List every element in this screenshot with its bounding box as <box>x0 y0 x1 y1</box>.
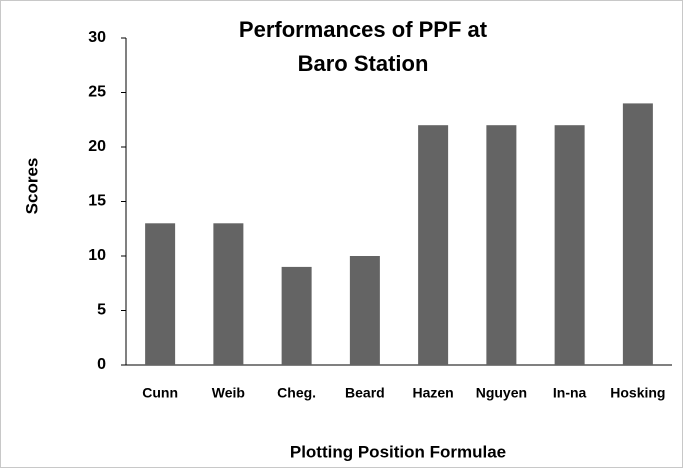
x-tick-label: Hazen <box>413 385 454 401</box>
y-tick-label: 30 <box>88 29 106 46</box>
bar <box>486 125 517 365</box>
x-tick-label: Hosking <box>610 385 665 401</box>
chart-title: Baro Station <box>298 51 429 76</box>
bar <box>145 223 176 365</box>
y-tick-label: 25 <box>88 84 106 101</box>
y-tick-label: 20 <box>88 138 106 155</box>
x-tick-label: Beard <box>345 385 385 401</box>
x-tick-label: In-na <box>553 385 587 401</box>
y-tick-label: 15 <box>88 193 106 210</box>
y-tick-label: 10 <box>88 247 106 264</box>
bar <box>622 103 653 366</box>
x-tick-label: Nguyen <box>476 385 527 401</box>
x-tick-label: Cunn <box>142 385 178 401</box>
y-tick-label: 5 <box>97 302 106 319</box>
bar <box>349 256 380 365</box>
x-tick-label: Weib <box>212 385 245 401</box>
y-axis-title: Scores <box>22 158 41 215</box>
bar <box>281 266 312 365</box>
chart-title: Performances of PPF at <box>239 17 488 42</box>
y-tick-label: 0 <box>97 356 106 373</box>
x-tick-label: Cheg. <box>277 385 316 401</box>
x-axis-title: Plotting Position Formulae <box>290 442 506 461</box>
bar <box>554 125 585 365</box>
bar <box>418 125 449 365</box>
bar <box>213 223 244 365</box>
